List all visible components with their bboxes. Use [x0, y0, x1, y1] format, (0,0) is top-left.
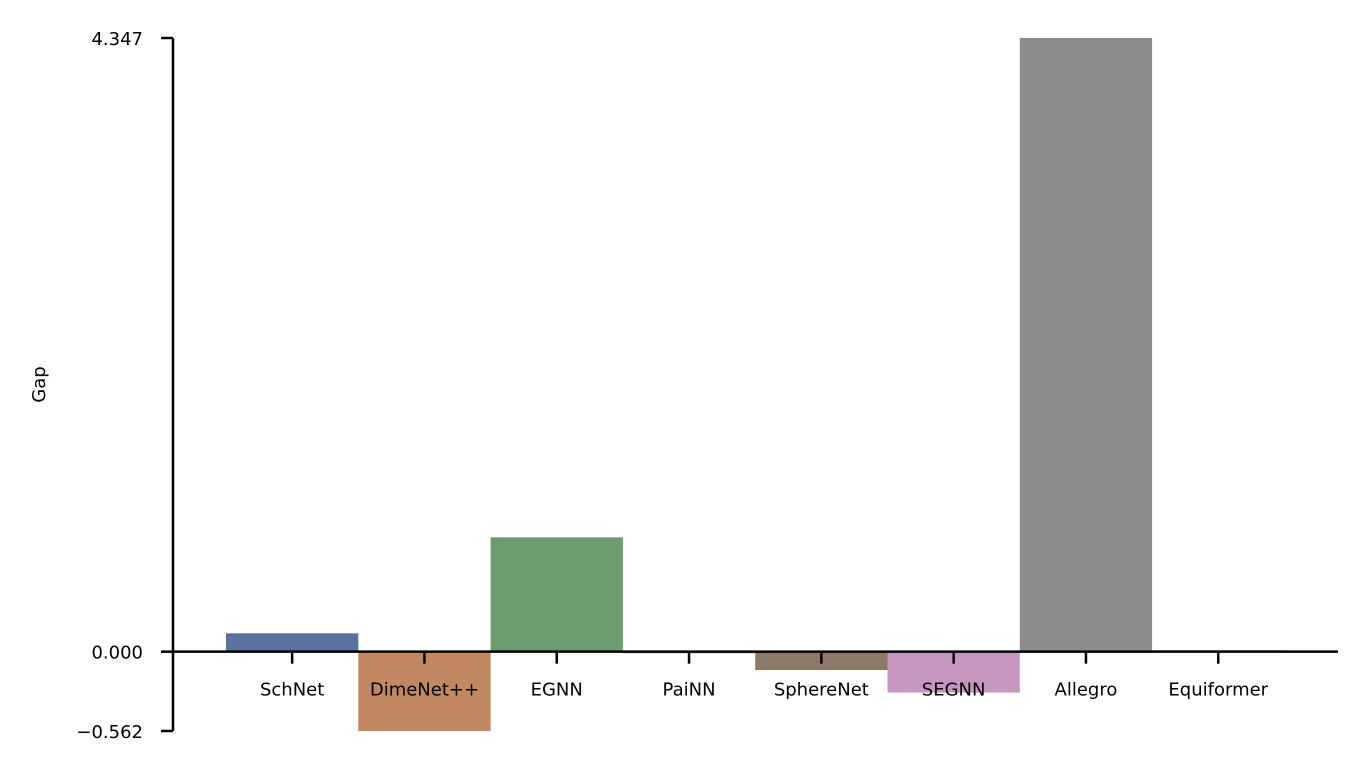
bar-dimenet-	[358, 651, 491, 731]
x-tick-label: PaiNN	[663, 680, 716, 701]
x-tick-label: SEGNN	[922, 680, 986, 701]
x-tick-label: Allegro	[1055, 680, 1118, 701]
x-tick-label: EGNN	[531, 680, 583, 701]
y-tick-label: −0.562	[76, 722, 143, 743]
axes-layer	[171, 38, 1338, 731]
x-tick-label: SchNet	[260, 680, 324, 701]
x-tick-label: DimeNet++	[370, 680, 479, 701]
x-ticks: SchNet DimeNet++ EGNN PaiNN SphereNet SEGNN Al…	[260, 651, 1269, 701]
y-axis-label: Gap	[29, 366, 50, 402]
bar-egnn	[490, 537, 623, 652]
y-tick-label: 0.000	[91, 643, 143, 664]
bar-schnet	[226, 633, 359, 652]
x-tick-label: Equiformer	[1168, 680, 1268, 701]
x-tick-label: SphereNet	[774, 680, 869, 701]
y-tick-label: 4.347	[91, 29, 143, 50]
bar-allegro	[1019, 38, 1153, 652]
bars-layer	[226, 38, 1285, 731]
y-ticks: −0.562 0.000 4.347	[76, 29, 173, 743]
